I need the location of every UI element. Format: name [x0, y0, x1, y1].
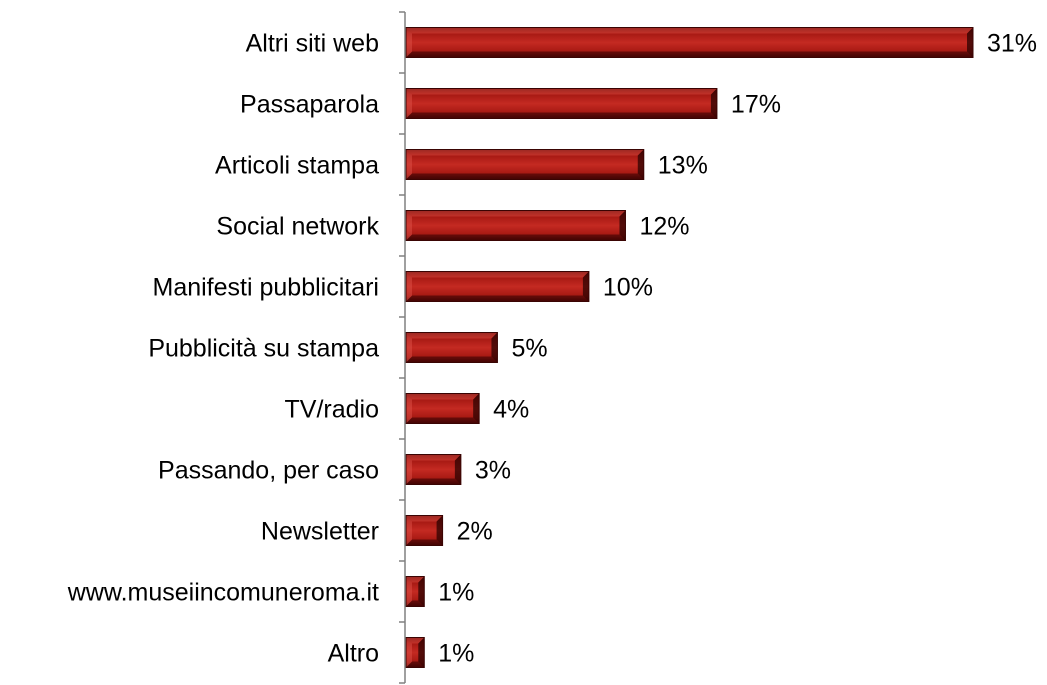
bar-bevel-right [436, 515, 443, 546]
bar-outline [405, 332, 498, 363]
value-labels: 31% 17% 13% 12% 10% 5% 4% 3% 2% 1% 1% [438, 30, 1037, 668]
bar-bevel-left [406, 393, 412, 424]
bar-11 [405, 637, 425, 668]
category-label: Altro [328, 640, 379, 668]
bar-bevel-right [418, 576, 425, 607]
bar-bevel-left [406, 576, 412, 607]
value-label: 12% [639, 213, 689, 241]
bar-bevel-right [418, 637, 425, 668]
y-axis-ticks [399, 11, 405, 684]
bar-bevel-left [406, 271, 412, 302]
bar-bevel-top [406, 637, 425, 644]
bar-outline [405, 271, 590, 302]
bar-outline [405, 149, 645, 180]
bar-5 [405, 271, 590, 302]
bar-bevel-top [406, 332, 498, 339]
category-label: Manifesti pubblicitari [153, 274, 380, 302]
bar-bevel-bottom [406, 295, 589, 302]
bar-outline [405, 88, 718, 119]
bar-outline [405, 454, 462, 485]
value-label: 10% [603, 274, 653, 302]
category-label: Social network [216, 213, 379, 241]
bar-bevel-top [406, 515, 443, 522]
category-label: www.museiincomuneroma.it [67, 579, 379, 607]
bar-bevel-top [406, 393, 480, 400]
category-label: Passando, per caso [158, 457, 379, 485]
bar-bevel-bottom [406, 478, 461, 485]
bar-outline [405, 393, 480, 424]
value-label: 1% [438, 640, 474, 668]
value-label: 4% [493, 396, 529, 424]
category-label: Pubblicità su stampa [148, 335, 379, 363]
value-label: 3% [475, 457, 511, 485]
bars-layer [405, 27, 974, 668]
bar-bevel-bottom [406, 417, 480, 424]
bar-outline [405, 637, 425, 668]
bar-bevel-left [406, 210, 412, 241]
bar-bevel-left [406, 27, 412, 58]
bar-outline [405, 27, 974, 58]
category-labels: Altri siti web Passaparola Articoli stampa… [67, 30, 380, 668]
bar-outline [405, 576, 425, 607]
bar-bevel-right [473, 393, 480, 424]
bar-2 [405, 88, 718, 119]
bar-bevel-top [406, 88, 717, 95]
value-label: 2% [457, 518, 493, 546]
bar-4 [405, 210, 626, 241]
value-label: 31% [987, 30, 1037, 58]
bar-bevel-bottom [406, 234, 626, 241]
bar-bevel-bottom [406, 173, 644, 180]
bar-bevel-right [582, 271, 589, 302]
bar-bevel-bottom [406, 539, 443, 546]
bar-bevel-right [619, 210, 626, 241]
bar-8 [405, 454, 462, 485]
category-label: Altri siti web [246, 30, 379, 58]
bar-bevel-bottom [406, 356, 498, 363]
bar-bevel-right [637, 149, 644, 180]
bar-bevel-bottom [406, 51, 973, 58]
bar-6 [405, 332, 498, 363]
bar-bevel-right [710, 88, 717, 119]
bar-bevel-left [406, 637, 412, 668]
bar-bevel-right [967, 27, 973, 58]
value-label: 5% [511, 335, 547, 363]
bar-bevel-top [406, 271, 589, 278]
category-label: Articoli stampa [215, 152, 379, 180]
bar-bevel-left [406, 88, 412, 119]
bar-9 [405, 515, 444, 546]
bar-bevel-bottom [406, 112, 717, 119]
value-label: 13% [658, 152, 708, 180]
bar-bevel-left [406, 332, 412, 363]
category-label: Passaparola [240, 91, 379, 119]
bar-bevel-top [406, 576, 425, 583]
category-label: Newsletter [261, 518, 379, 546]
bar-bevel-left [406, 149, 412, 180]
bar-bevel-right [491, 332, 498, 363]
bar-bevel-top [406, 27, 973, 34]
bar-bevel-left [406, 454, 412, 485]
bar-1 [405, 27, 974, 58]
bar-bevel-right [454, 454, 461, 485]
bar-bevel-top [406, 210, 626, 217]
bar-bevel-top [406, 454, 461, 461]
value-label: 1% [438, 579, 474, 607]
bar-10 [405, 576, 425, 607]
bar-3 [405, 149, 645, 180]
bar-bevel-bottom [406, 661, 425, 668]
bar-outline [405, 210, 626, 241]
bar-bevel-bottom [406, 600, 425, 607]
bar-bevel-top [406, 149, 644, 156]
bar-outline [405, 515, 444, 546]
category-label: TV/radio [285, 396, 379, 424]
bar-bevel-left [406, 515, 412, 546]
bar-7 [405, 393, 480, 424]
value-label: 17% [731, 91, 781, 119]
